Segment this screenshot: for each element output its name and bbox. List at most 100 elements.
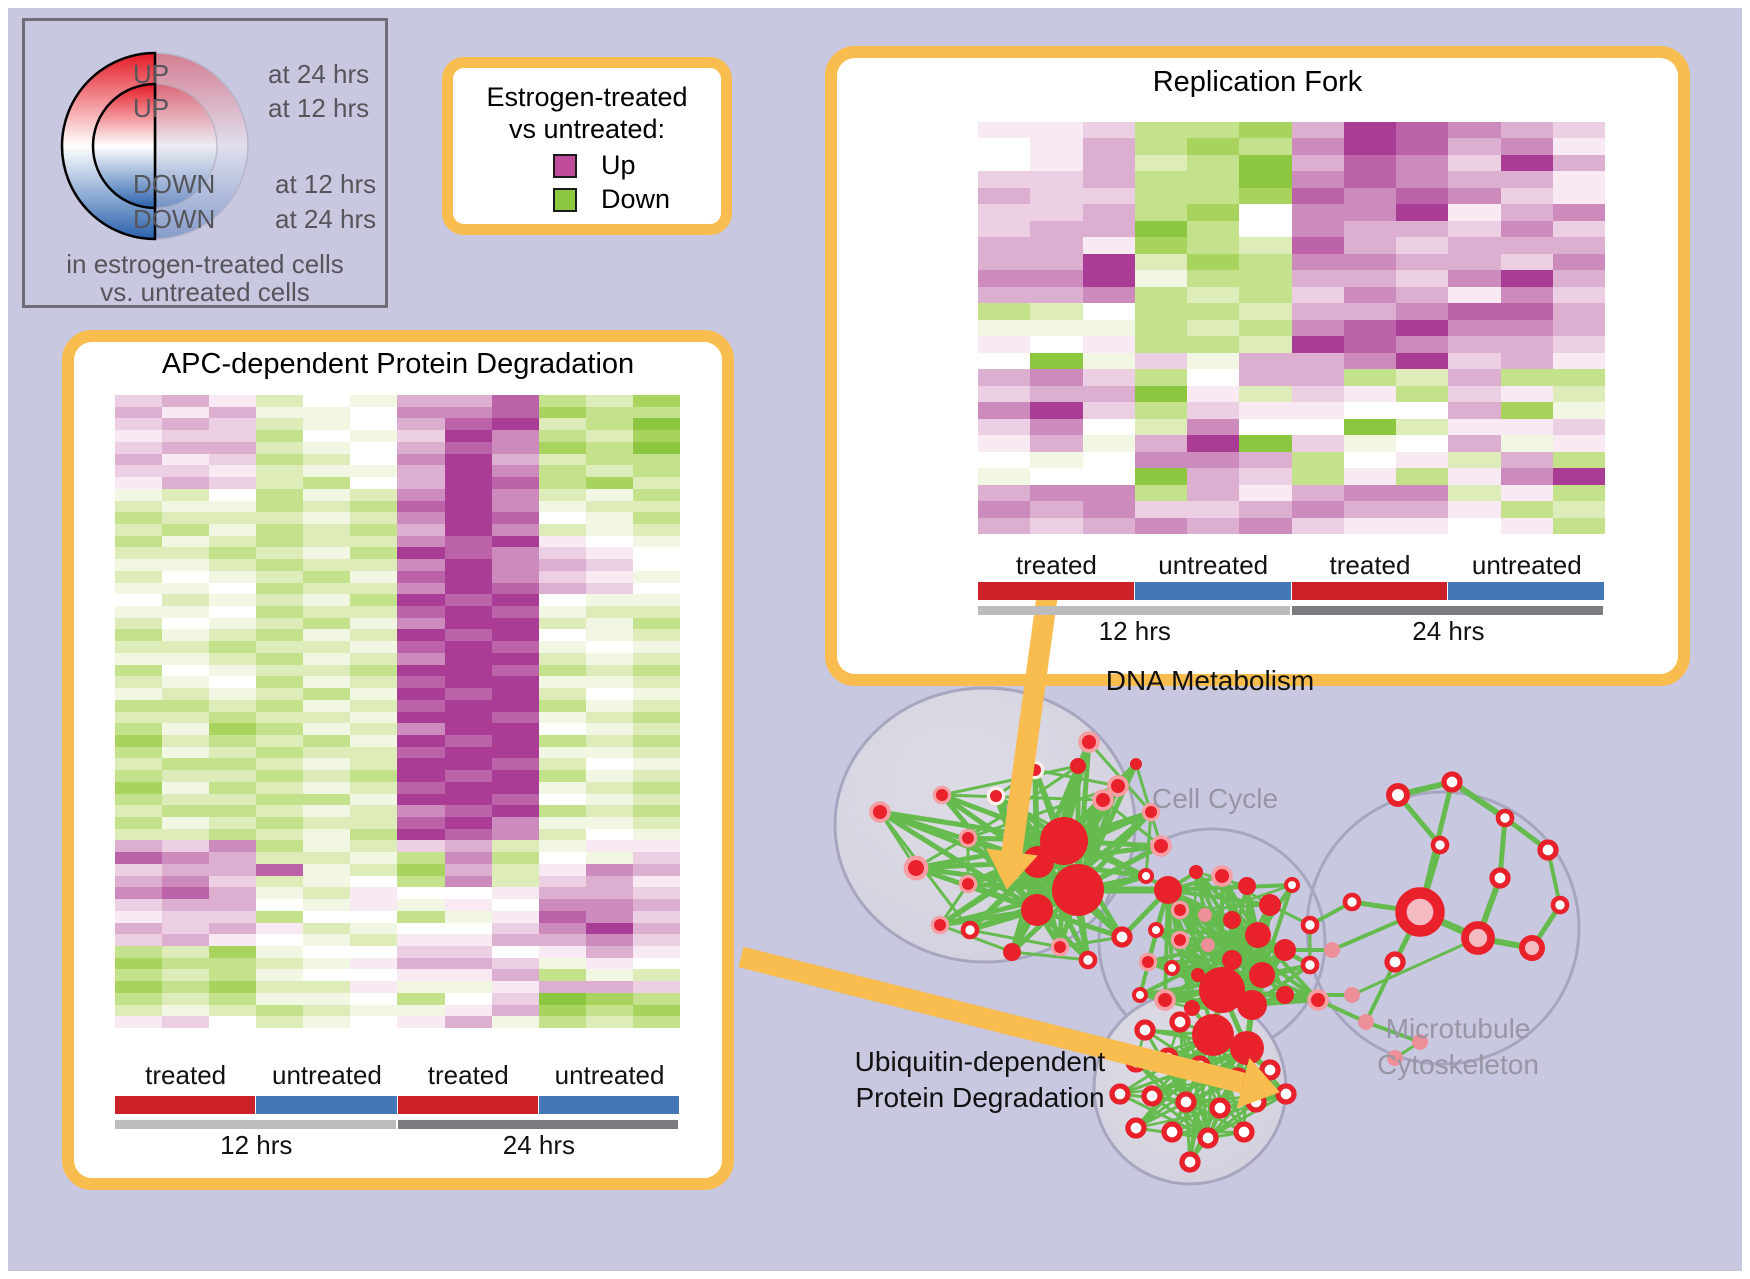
heatmap-cell (1187, 336, 1240, 353)
network-node (1230, 1031, 1264, 1065)
network-node (1174, 934, 1186, 946)
heatmap-cell (632, 969, 680, 982)
heatmap-cell (115, 535, 163, 548)
heatmap-cell (209, 957, 257, 970)
heatmap-cell (1396, 154, 1449, 172)
heatmap-cell (491, 828, 539, 841)
heatmap-cell (1187, 402, 1240, 419)
network-node (962, 878, 974, 890)
heatmap-cell (491, 430, 539, 442)
heatmap-cell (209, 664, 257, 677)
heatmap-cell (632, 957, 680, 970)
heatmap-cell (632, 488, 680, 501)
heatmap-cell (350, 981, 398, 993)
heatmap-cell (303, 887, 351, 900)
heatmap-cell (256, 1004, 304, 1017)
heatmap-cell (1396, 517, 1449, 534)
heatmap-cell (1500, 468, 1553, 485)
heatmap-cell (209, 711, 257, 724)
heatmap-cell (209, 641, 257, 653)
heatmap-cell (256, 1016, 304, 1028)
heatmap-cell (162, 887, 210, 900)
heatmap-cell (256, 734, 304, 747)
heatmap-cell (303, 1016, 351, 1028)
heatmap-cell (585, 957, 633, 970)
heatmap-cell (115, 512, 163, 524)
heatmap-cell (538, 828, 586, 841)
heatmap-cell (1343, 122, 1396, 139)
heatmap-cell (256, 840, 304, 853)
heatmap-cell (1552, 138, 1605, 155)
heatmap-cell (1448, 204, 1501, 221)
heatmap-cell (115, 746, 163, 759)
heatmap-cell (491, 969, 539, 982)
replication_fork-group-label-24-untreated: untreated (1471, 550, 1582, 580)
heatmap-cell (978, 187, 1031, 205)
heatmap-cell (1396, 418, 1449, 436)
heatmap-cell (1239, 451, 1292, 469)
down-color-swatch (553, 188, 577, 212)
heatmap-cell (491, 488, 539, 501)
heatmap-cell (397, 488, 445, 501)
heatmap-cell (444, 817, 492, 829)
heatmap-cell (491, 992, 539, 1005)
heatmap-cell (1291, 253, 1344, 271)
heatmap-cell (115, 781, 163, 794)
heatmap-cell (444, 723, 492, 735)
heatmap-cell (303, 746, 351, 759)
heatmap-cell (585, 430, 633, 442)
heatmap-cell (1082, 253, 1135, 271)
heatmap-cell (538, 887, 586, 900)
apc-group-label-12-treated: treated (145, 1060, 227, 1090)
heatmap-cell (1134, 369, 1187, 386)
heatmap-cell (162, 688, 210, 700)
heatmap-cell (1552, 204, 1605, 221)
heatmap-cell (256, 453, 304, 466)
heatmap-cell (209, 969, 257, 982)
heatmap-cell (209, 430, 257, 442)
heatmap-cell (1448, 517, 1501, 534)
heatmap-cell (632, 453, 680, 466)
heatmap-cell (209, 875, 257, 888)
heatmap-cell (632, 477, 680, 489)
heatmap-cell (632, 817, 680, 829)
heatmap-cell (538, 957, 586, 970)
heatmap-cell (538, 523, 586, 536)
heatmap-cell (256, 652, 304, 665)
network-node (1158, 993, 1172, 1007)
heatmap-cell (632, 500, 680, 513)
heatmap-cell (115, 711, 163, 724)
heatmap-cell (303, 441, 351, 454)
heatmap-cell (585, 699, 633, 712)
heatmap-cell (444, 793, 492, 806)
heatmap-cell (1448, 484, 1501, 502)
heatmap-cell (1030, 402, 1083, 419)
heatmap-cell (115, 910, 163, 923)
heatmap-cell (1448, 435, 1501, 452)
heatmap-cell (444, 570, 492, 583)
heatmap-cell (397, 770, 445, 782)
heatmap-cell (397, 969, 445, 982)
heatmap-cell (209, 465, 257, 478)
heatmap-cell (397, 395, 445, 407)
heatmap-cell (538, 406, 586, 419)
updown-circles-graphic (60, 51, 249, 241)
heatmap-cell (1396, 352, 1449, 370)
heatmap-cell (444, 688, 492, 700)
heatmap-cell (162, 547, 210, 560)
heatmap-cell (538, 758, 586, 771)
heatmap-cell (256, 770, 304, 782)
heatmap-cell (585, 395, 633, 407)
heatmap-cell (1396, 270, 1449, 287)
heatmap-cell (397, 805, 445, 817)
heatmap-cell (162, 899, 210, 911)
heatmap-cell (1552, 468, 1605, 485)
heatmap-cell (162, 981, 210, 993)
heatmap-cell (538, 969, 586, 982)
heatmap-cell (538, 652, 586, 665)
heatmap-cell (1291, 220, 1344, 238)
heatmap-cell (209, 863, 257, 876)
heatmap-cell (1291, 402, 1344, 419)
network-cluster-label: Protein Degradation (855, 1082, 1105, 1113)
heatmap-cell (209, 395, 257, 407)
